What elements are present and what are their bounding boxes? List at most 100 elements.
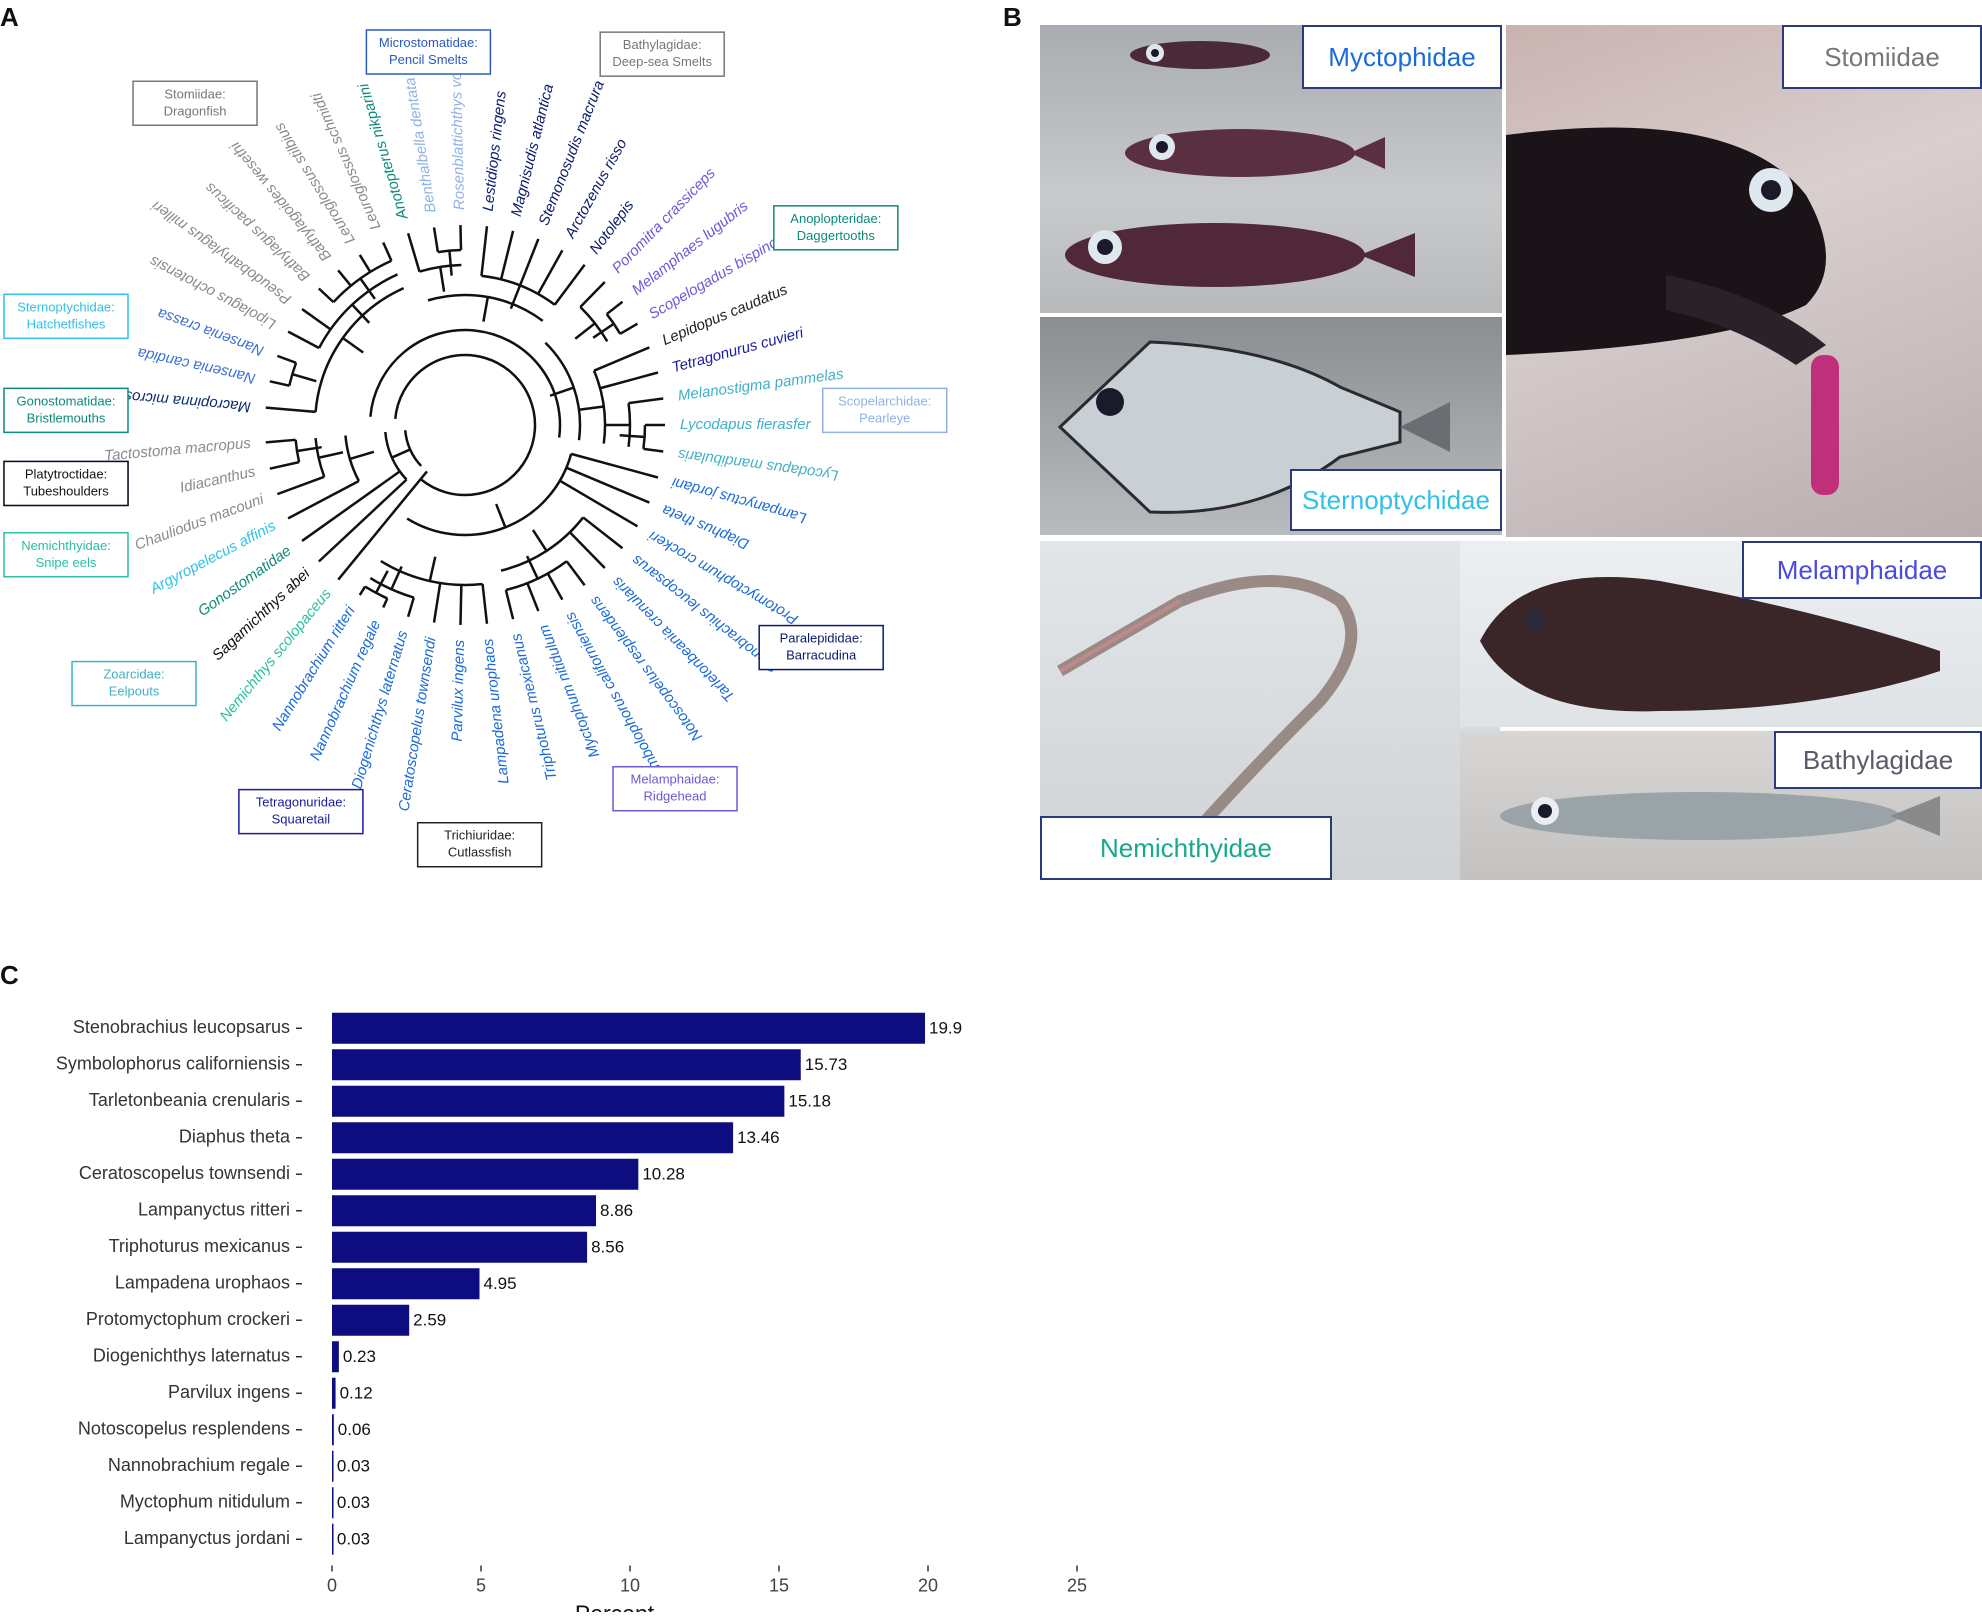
y-tick-label: Lampadena urophaos [115, 1273, 290, 1293]
tree-internal-branch [428, 556, 437, 582]
bar-value-label: 4.95 [484, 1274, 517, 1293]
tree-internal-branch [359, 277, 376, 300]
deep-sea-smelt-illustration [1500, 792, 1940, 840]
tree-root-arc [403, 430, 423, 467]
melamphaidae-label: Melamphaidae [1742, 541, 1982, 599]
family-name: Tetragonuridae: [256, 795, 346, 810]
tree-tip-branch [504, 589, 515, 620]
family-common-name: Ridgehead [644, 789, 707, 804]
bar [332, 1158, 639, 1190]
tree-tip-branch [406, 597, 416, 618]
family-name: Microstomatidae: [379, 35, 478, 50]
bar [332, 1231, 588, 1263]
y-tick-label: Symbolophorus californiensis [56, 1054, 290, 1074]
tree-tip-branch [568, 531, 606, 569]
bar [332, 1487, 334, 1519]
tree-internal-arc [500, 516, 585, 572]
tree-internal-arc [406, 453, 573, 537]
tree-internal-branch [391, 448, 411, 459]
bar-value-label: 8.86 [600, 1201, 633, 1220]
tree-internal-branch [574, 322, 596, 340]
family-common-name: Pencil Smelts [389, 52, 468, 67]
y-tick-label: Lampanyctus ritteri [138, 1200, 290, 1220]
bar [332, 1195, 597, 1227]
bar-value-label: 2.59 [413, 1311, 446, 1330]
tree-tip-branch [287, 479, 360, 520]
tree-internal-branch [438, 266, 446, 292]
tree-internal-branch [525, 555, 539, 580]
family-common-name: Eelpouts [109, 684, 160, 699]
bathylagidae-photo: Bathylagidae [1460, 731, 1982, 880]
family-box-frame [758, 624, 884, 671]
tree-tip-branch [269, 380, 290, 387]
bar-value-label: 19.9 [929, 1019, 962, 1038]
tree-tip-branch [643, 447, 664, 453]
family-box-frame [821, 387, 948, 434]
bar-value-label: 15.18 [788, 1092, 831, 1111]
bar [332, 1304, 410, 1336]
family-label-box: Anoplopteridae: Daggertooths [773, 205, 899, 251]
family-common-name: Pearleye [859, 410, 910, 425]
family-name: Trichiuridae: [444, 828, 515, 843]
bar [332, 1012, 926, 1044]
tree-internal-arc [314, 286, 405, 413]
tree-tip-label: Lestidiops ringens [480, 90, 510, 213]
bar [332, 1049, 801, 1081]
tree-tip-branch [358, 585, 367, 596]
tree-internal-branch [495, 503, 507, 528]
family-name: Anoplopteridae: [790, 211, 881, 226]
bar [332, 1341, 339, 1373]
tree-internal-branch [349, 450, 375, 461]
tree-tip-branch [480, 226, 489, 277]
family-label-box: Gonostomatidae: Bristlemouths [3, 387, 129, 434]
bar [332, 1523, 334, 1555]
family-box-frame [132, 80, 258, 127]
family-box-frame [238, 788, 364, 835]
tree-internal-branch [374, 570, 389, 594]
tree-tip-label: Lycodapus fierasfer [680, 416, 812, 433]
family-box-frame [3, 460, 129, 507]
y-tick-label: Diaphus theta [179, 1127, 291, 1147]
family-label-box: Stomiidae: Dragonfish [132, 80, 258, 127]
bar-value-label: 0.03 [337, 1457, 370, 1476]
x-tick-label: 10 [620, 1576, 640, 1596]
tree-root-arc [394, 353, 537, 497]
family-label-box: Melamphaidae: Ridgehead [612, 765, 738, 812]
tree-tip-branch [518, 238, 540, 286]
family-box-frame [612, 765, 738, 812]
tree-tip-branch [265, 406, 316, 414]
tree-tip-branch [337, 269, 352, 287]
tree-tip-branch [382, 597, 389, 609]
bathylagidae-label: Bathylagidae [1774, 731, 1982, 789]
tree-tip-branch [301, 470, 401, 542]
tree-tip-branch [317, 287, 335, 304]
bar-value-label: 15.73 [805, 1055, 848, 1074]
tree-tip-label: Rosenblattichthys volucris [447, 36, 468, 210]
bar-value-label: 0.03 [337, 1530, 370, 1549]
family-box-frame [71, 660, 197, 707]
tree-internal-branch [318, 451, 344, 459]
x-axis-title: Percent [575, 1601, 655, 1613]
tree-tip-branch [276, 354, 297, 364]
family-label-box: Trichiuridae: Cutlassfish [416, 821, 543, 868]
family-common-name: Tubeshoulders [23, 483, 109, 498]
y-tick-label: Tarletonbeania crenularis [89, 1090, 290, 1110]
panel-b-letter: B [1003, 2, 1022, 32]
y-tick-label: Nannobrachium regale [108, 1455, 290, 1475]
tree-internal-branch [390, 565, 403, 590]
tree-tip-branch [536, 249, 564, 295]
ridgehead-illustration [1480, 577, 1940, 712]
tree-tip-branch [459, 225, 463, 251]
tree-tip-branch [605, 300, 624, 316]
tree-tip-branch [265, 438, 296, 444]
tree-internal-branch [296, 445, 322, 453]
bar-value-label: 0.23 [343, 1347, 376, 1366]
nemichthyidae-label: Nemichthyidae [1040, 816, 1332, 880]
tree-tip-branch [382, 241, 393, 262]
family-name: Platytroctidae: [25, 466, 107, 481]
tree-tip-branch [593, 346, 650, 372]
family-box-frame [599, 31, 725, 77]
tree-tip-branch [317, 478, 408, 563]
family-label-box: Zoarcidae: Eelpouts [71, 660, 197, 707]
family-box-frame [3, 532, 129, 578]
